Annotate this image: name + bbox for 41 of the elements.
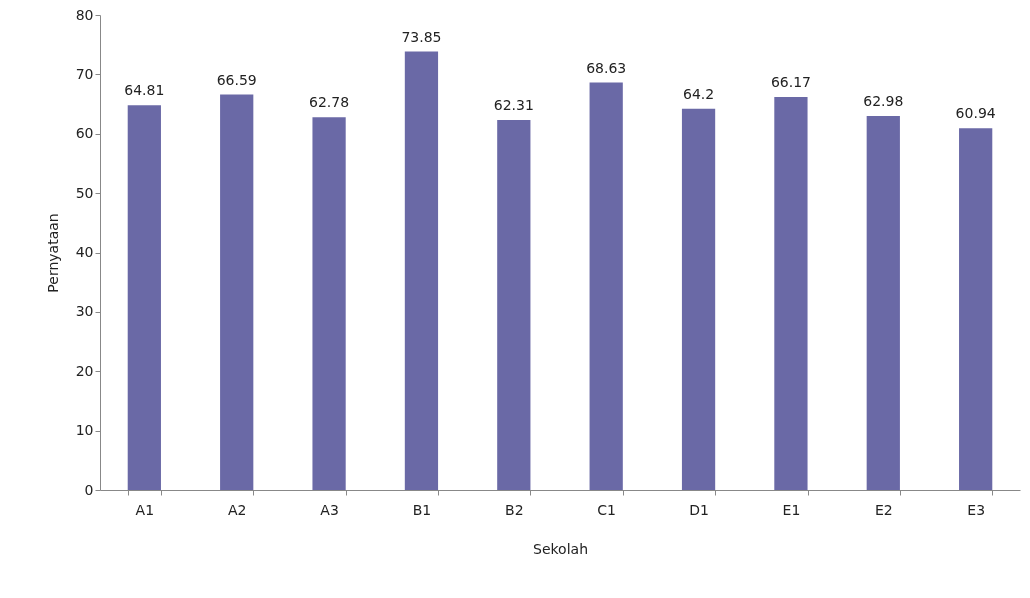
x-tick-label: B2 [505,501,524,518]
x-tick-label: A1 [135,501,155,518]
data-label: 62.31 [493,97,534,114]
bar [589,82,623,490]
y-tick-label: 70 [75,65,94,82]
x-tick-label: A3 [320,501,339,518]
y-axis-title: Pernyataan [44,213,61,293]
x-tick-label: E1 [782,501,801,518]
x-tick-label: A2 [227,501,247,518]
bar [866,116,900,490]
bar [404,51,439,490]
data-label: 66.59 [216,71,257,88]
y-tick-label: 30 [75,303,94,320]
data-label: 62.98 [863,93,904,110]
bar [127,105,161,490]
x-tick-label: E3 [967,501,986,518]
data-label: 60.94 [955,105,996,122]
data-label: 64.2 [682,85,715,102]
x-tick-label: B1 [412,501,432,518]
data-label: 68.63 [586,59,627,76]
data-label: 73.85 [401,28,442,45]
data-label: 62.78 [309,94,350,111]
y-tick-label: 20 [75,362,94,379]
data-label: 66.17 [770,74,811,91]
bar [774,97,808,490]
y-tick-label: 0 [84,481,94,498]
bar [220,94,254,490]
bar [681,108,716,490]
x-tick-label: D1 [689,501,709,518]
y-tick-label: 50 [75,184,94,201]
bar [959,128,993,490]
bar [312,117,346,490]
y-tick-label: 60 [75,125,94,142]
y-tick-label: 40 [75,244,94,260]
y-tick-label: 10 [75,422,94,439]
x-axis-title: Sekolah [532,540,589,557]
y-tick-label: 80 [75,6,94,23]
x-tick-label: C1 [597,501,617,518]
data-label: 64.81 [124,82,165,99]
x-tick-label: E2 [874,501,893,518]
bar [497,120,531,490]
